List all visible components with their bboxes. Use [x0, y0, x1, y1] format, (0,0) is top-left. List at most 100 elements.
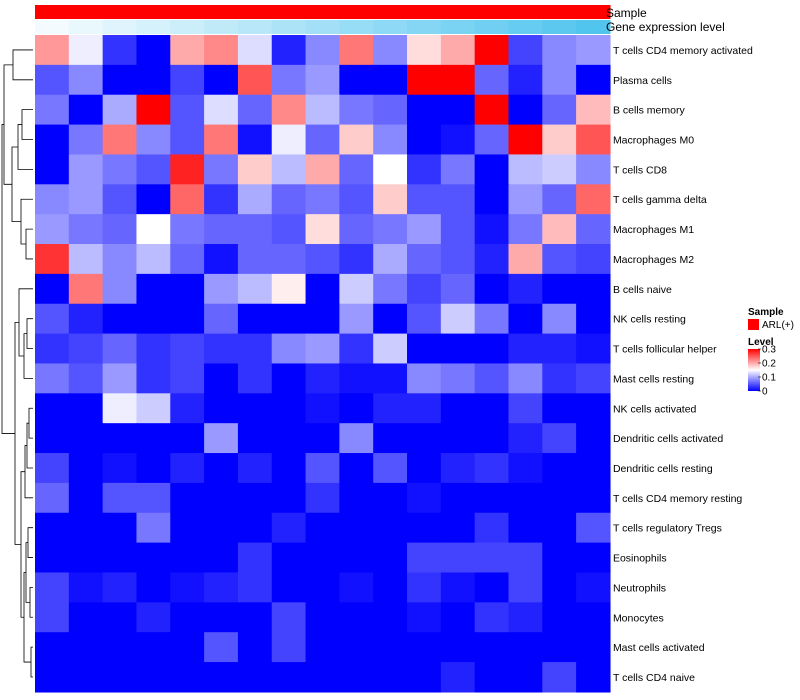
heatmap-cell — [440, 303, 476, 335]
heatmap-cell — [542, 333, 577, 365]
heatmap-cell — [271, 244, 307, 275]
heatmap-cell — [237, 124, 273, 156]
sample-annotation-cell — [237, 5, 273, 19]
heatmap-cell — [237, 482, 273, 514]
row-label: T cells gamma delta — [613, 194, 707, 206]
heatmap-cell — [440, 244, 476, 275]
heatmap-cell — [102, 632, 138, 663]
sample-annotation-cell — [373, 5, 408, 19]
heatmap-cell — [407, 393, 442, 424]
heatmap-cell — [102, 482, 138, 514]
heatmap-cell — [576, 453, 611, 484]
row-label: T cells CD4 naive — [613, 672, 695, 684]
heatmap-cell — [542, 124, 577, 156]
heatmap-cell — [407, 154, 442, 185]
heatmap-cell — [542, 423, 577, 454]
heatmap-cell — [305, 273, 340, 305]
heatmap-cell — [373, 632, 408, 663]
legend-tick-label: 0 — [762, 387, 768, 398]
heatmap-cell — [68, 35, 104, 66]
heatmap-cell — [136, 453, 171, 484]
heatmap-cell — [237, 273, 273, 305]
heatmap-cell — [170, 662, 205, 693]
heatmap-cell — [440, 662, 476, 693]
heatmap-cell — [474, 482, 510, 514]
heatmap-cell — [508, 333, 543, 365]
heatmap-cell — [35, 273, 70, 305]
heatmap-cell — [170, 94, 205, 126]
heatmap-cell — [136, 154, 171, 185]
heatmap-cell — [542, 662, 577, 693]
heatmap-cell — [508, 154, 543, 185]
heatmap-cell — [102, 662, 138, 693]
dendrogram-branch — [27, 527, 33, 558]
heatmap-cell — [576, 542, 611, 574]
heatmap-cell — [339, 214, 374, 245]
row-label: Macrophages M0 — [613, 135, 694, 147]
heatmap-cell — [204, 602, 239, 633]
heatmap-cell — [305, 64, 340, 96]
heatmap-cells — [35, 35, 611, 693]
heatmap-cell — [407, 94, 442, 126]
sample-annotation-cell — [508, 5, 543, 19]
expression-annotation-cell — [474, 20, 510, 34]
heatmap-cell — [474, 184, 510, 215]
heatmap-cell — [68, 64, 104, 96]
heatmap-cell — [407, 632, 442, 663]
heatmap-cell — [373, 124, 408, 156]
sample-annotation-cell — [102, 5, 138, 19]
heatmap-cell — [305, 423, 340, 454]
heatmap-cell — [576, 154, 611, 185]
heatmap-cell — [542, 363, 577, 394]
heatmap-cell — [339, 124, 374, 156]
heatmap-cell — [271, 453, 307, 484]
heatmap-cell — [407, 273, 442, 305]
sample-annotation-cell — [68, 5, 104, 19]
expression-annotation-cell — [407, 20, 442, 34]
heatmap-cell — [407, 333, 442, 365]
heatmap-cell — [204, 154, 239, 185]
heatmap-cell — [68, 363, 104, 394]
heatmap-cell — [474, 363, 510, 394]
heatmap-cell — [407, 602, 442, 633]
heatmap-cell — [440, 363, 476, 394]
heatmap-cell — [373, 35, 408, 66]
expression-annotation-cell — [136, 20, 171, 34]
heatmap-cell — [102, 244, 138, 275]
heatmap-cell — [440, 423, 476, 454]
heatmap-cell — [271, 64, 307, 96]
heatmap-cell — [576, 632, 611, 663]
legend-tick-label: 0.2 — [762, 359, 776, 370]
heatmap-cell — [305, 512, 340, 544]
heatmap-cell — [170, 393, 205, 424]
heatmap-cell — [35, 542, 70, 574]
heatmap-cell — [542, 303, 577, 335]
sample-annotation-cell — [204, 5, 239, 19]
heatmap-cell — [440, 64, 476, 96]
heatmap-cell — [204, 363, 239, 394]
heatmap-cell — [102, 35, 138, 66]
heatmap-cell — [170, 35, 205, 66]
heatmap-cell — [474, 154, 510, 185]
heatmap-cell — [474, 453, 510, 484]
heatmap-cell — [576, 273, 611, 305]
heatmap-cell — [373, 662, 408, 693]
heatmap-cell — [271, 662, 307, 693]
heatmap-cell — [136, 542, 171, 574]
heatmap-cell — [440, 35, 476, 66]
row-label: B cells naive — [613, 284, 672, 296]
heatmap-cell — [237, 154, 273, 185]
sample-track-label: Sample — [606, 6, 647, 20]
row-label: Dendritic cells resting — [613, 463, 713, 475]
heatmap-cell — [474, 244, 510, 275]
dendrogram-branch — [18, 288, 33, 357]
heatmap-cell — [474, 662, 510, 693]
dendrogram-branch — [21, 109, 33, 140]
heatmap-cell — [68, 512, 104, 544]
sample-annotation-cell — [474, 5, 510, 19]
heatmap-cell — [237, 602, 273, 633]
heatmap-cell — [542, 35, 577, 66]
expression-annotation-cell — [170, 20, 205, 34]
expression-annotation-cell — [237, 20, 273, 34]
legend-ticks: 0.3 0.2 0.1 0 — [758, 345, 776, 398]
